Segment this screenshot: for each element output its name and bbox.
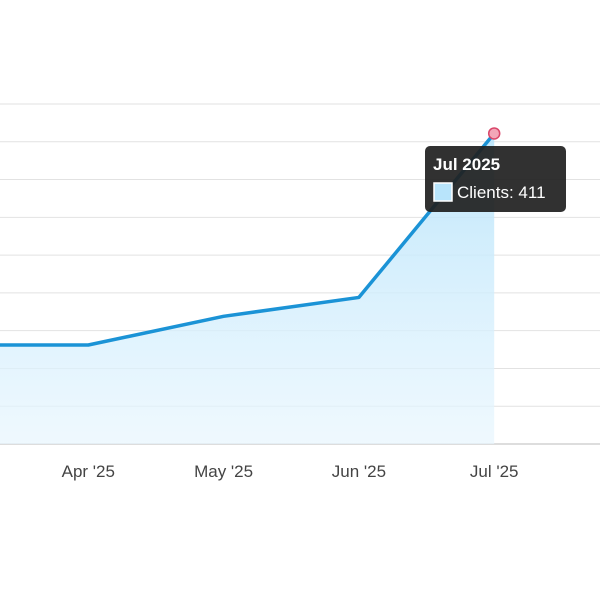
- x-tick-label: May '25: [194, 462, 253, 481]
- tooltip-series-name: Clients: [457, 183, 509, 202]
- tooltip-title: Jul 2025: [433, 155, 500, 174]
- tooltip: Jul 2025 Clients: 411: [425, 146, 566, 212]
- x-tick-label: Jul '25: [470, 462, 519, 481]
- tooltip-sep: :: [509, 183, 518, 202]
- area: [0, 133, 495, 444]
- highlight-marker: [487, 127, 501, 140]
- line: [0, 132, 496, 347]
- tooltip-value: 411: [518, 183, 545, 202]
- x-tick-label: Apr '25: [62, 462, 115, 481]
- tooltip-swatch: [433, 182, 453, 202]
- tooltip-body: Clients: 411: [457, 183, 546, 202]
- x-tick-label: Jun '25: [332, 462, 386, 481]
- tooltip-box: [425, 146, 566, 212]
